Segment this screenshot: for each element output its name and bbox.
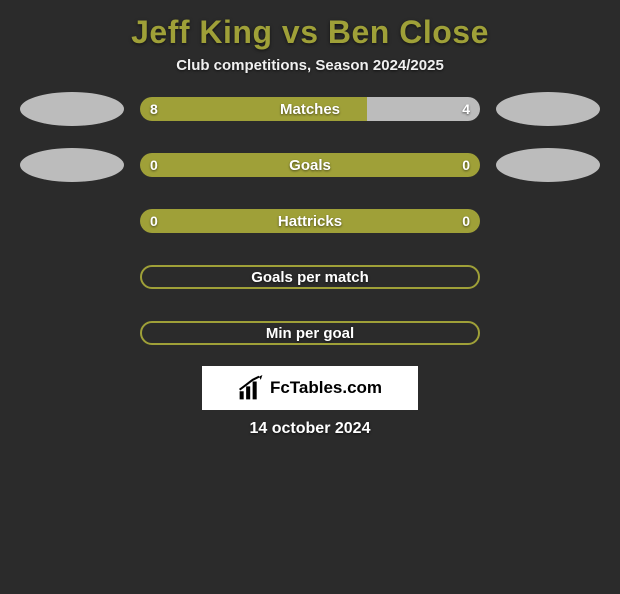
player2-pie bbox=[496, 148, 600, 182]
stat-bar: Matches84 bbox=[140, 97, 480, 121]
comparison-subtitle: Club competitions, Season 2024/2025 bbox=[0, 57, 620, 74]
player1-value: 0 bbox=[150, 153, 158, 177]
player1-pie bbox=[20, 92, 124, 126]
player2-pie bbox=[496, 92, 600, 126]
stat-rows: Matches84Goals00Hattricks00Goals per mat… bbox=[0, 92, 620, 350]
player2-value: 0 bbox=[462, 209, 470, 233]
player1-pie bbox=[20, 148, 124, 182]
stat-label: Goals bbox=[140, 153, 480, 177]
player1-value: 0 bbox=[150, 209, 158, 233]
stat-row: Goals per match bbox=[0, 260, 620, 294]
stat-bar: Goals0 0 bbox=[140, 153, 480, 177]
stat-row: Hattricks0 0 bbox=[0, 204, 620, 238]
stat-bar: Hattricks0 0 bbox=[140, 209, 480, 233]
source-logo: FcTables.com bbox=[202, 366, 418, 410]
comparison-title: Jeff King vs Ben Close bbox=[0, 14, 620, 51]
stat-row: Min per goal bbox=[0, 316, 620, 350]
bar-chart-icon bbox=[238, 375, 264, 401]
player2-value: 0 bbox=[462, 153, 470, 177]
stat-label: Goals per match bbox=[142, 267, 478, 287]
stat-label: Hattricks bbox=[140, 209, 480, 233]
stat-row: Matches84 bbox=[0, 92, 620, 126]
stat-label: Min per goal bbox=[142, 323, 478, 343]
stat-bar: Min per goal bbox=[140, 321, 480, 345]
stat-bar: Goals per match bbox=[140, 265, 480, 289]
snapshot-date: 14 october 2024 bbox=[0, 420, 620, 438]
source-logo-text: FcTables.com bbox=[270, 378, 382, 398]
stat-row: Goals0 0 bbox=[0, 148, 620, 182]
